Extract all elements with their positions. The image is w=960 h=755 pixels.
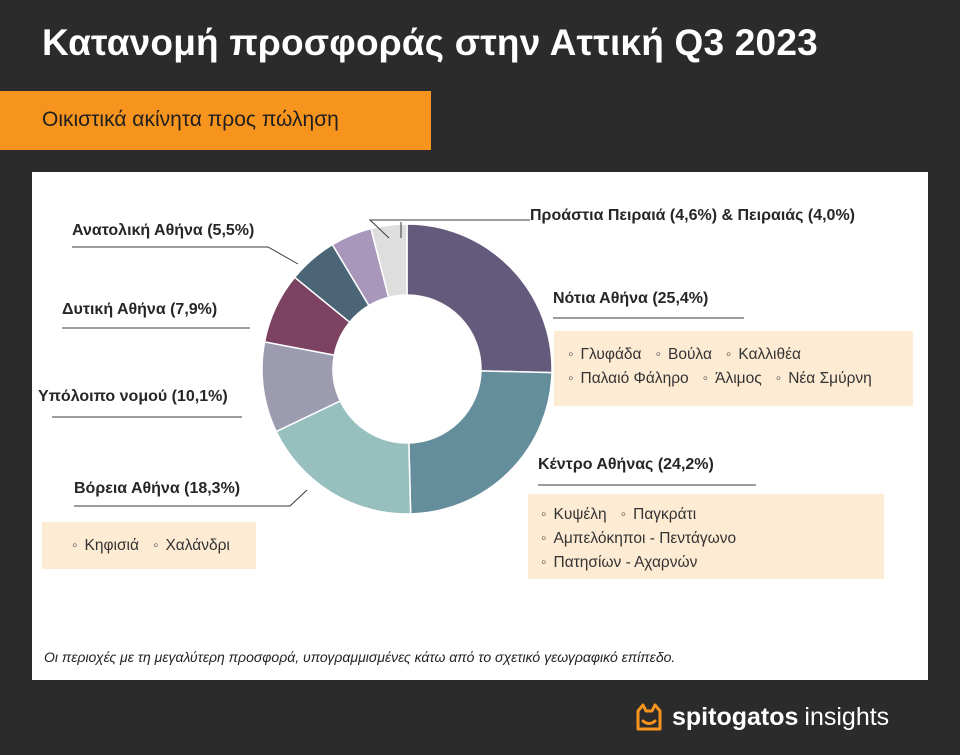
label-kentro: Κέντρο Αθήνας (24,2%) xyxy=(538,456,714,473)
cat-head-icon xyxy=(636,703,662,731)
label-ypoloipo: Υπόλοιπο νομού (10,1%) xyxy=(38,388,228,405)
donut-slice-7 xyxy=(370,223,408,299)
area-item: Βούλα xyxy=(656,346,712,363)
subtitle: Οικιστικά ακίνητα προς πώληση xyxy=(42,108,339,131)
donut-chart xyxy=(52,219,756,515)
area-item: Αμπελόκηποι - Πεντάγωνο xyxy=(541,530,736,547)
kentro-row-1: Κυψέλη Παγκράτι xyxy=(541,503,884,527)
voreia-row-1: Κηφισιά Χαλάνδρι xyxy=(72,534,256,558)
area-item: Παγκράτι xyxy=(621,506,697,523)
subtitle-bar xyxy=(0,91,431,150)
leader-peiraias-1 xyxy=(368,219,530,239)
area-item: Κυψέλη xyxy=(541,506,607,523)
notia-row-2: Παλαιό Φάληρο Άλιμος Νέα Σμύρνη xyxy=(568,367,913,391)
area-item: Νέα Σμύρνη xyxy=(776,370,872,387)
brand-name: spitogatos xyxy=(672,702,799,731)
label-anatoliki: Ανατολική Αθήνα (5,5%) xyxy=(72,222,255,239)
donut-slice-2 xyxy=(275,399,412,515)
label-notia: Νότια Αθήνα (25,4%) xyxy=(553,290,709,307)
page-title: Κατανομή προσφοράς στην Αττική Q3 2023 xyxy=(42,22,818,63)
chart-panel: Ανατολική Αθήνα (5,5%) Δυτική Αθήνα (7,9… xyxy=(32,172,928,680)
label-dytiki: Δυτική Αθήνα (7,9%) xyxy=(62,301,218,318)
leader-anatoliki xyxy=(72,246,299,265)
notia-areas-box: Γλυφάδα Βούλα Καλλιθέα Παλαιό Φάληρο Άλιμος… xyxy=(554,331,913,406)
donut-slice-0 xyxy=(406,223,553,374)
donut-slice-1 xyxy=(408,370,553,515)
area-item: Παλαιό Φάληρο xyxy=(568,370,689,387)
area-item: Πατησίων - Αχαρνών xyxy=(541,554,697,571)
area-item: Άλιμος xyxy=(703,370,762,387)
footnote: Οι περιοχές με τη μεγαλύτερη προσφορά, υ… xyxy=(44,649,676,665)
kentro-areas-box: Κυψέλη Παγκράτι Αμπελόκηποι - Πεντάγωνο Π… xyxy=(528,494,884,579)
kentro-row-3: Πατησίων - Αχαρνών xyxy=(541,551,884,575)
leader-voreia xyxy=(74,489,308,507)
area-item: Γλυφάδα xyxy=(568,346,642,363)
notia-row-1: Γλυφάδα Βούλα Καλλιθέα xyxy=(568,343,913,367)
area-item: Κηφισιά xyxy=(72,537,139,554)
brand-suffix: insights xyxy=(804,702,890,731)
area-item: Χαλάνδρι xyxy=(153,537,230,554)
area-item: Καλλιθέα xyxy=(726,346,801,363)
brand-logo: spitogatos insights xyxy=(634,700,889,734)
label-voreia: Βόρεια Αθήνα (18,3%) xyxy=(74,480,241,497)
voreia-areas-box: Κηφισιά Χαλάνδρι xyxy=(42,522,256,569)
kentro-row-2: Αμπελόκηποι - Πεντάγωνο xyxy=(541,527,884,551)
label-peiraias: Προάστια Πειραιά (4,6%) & Πειραιάς (4,0%… xyxy=(530,207,855,224)
